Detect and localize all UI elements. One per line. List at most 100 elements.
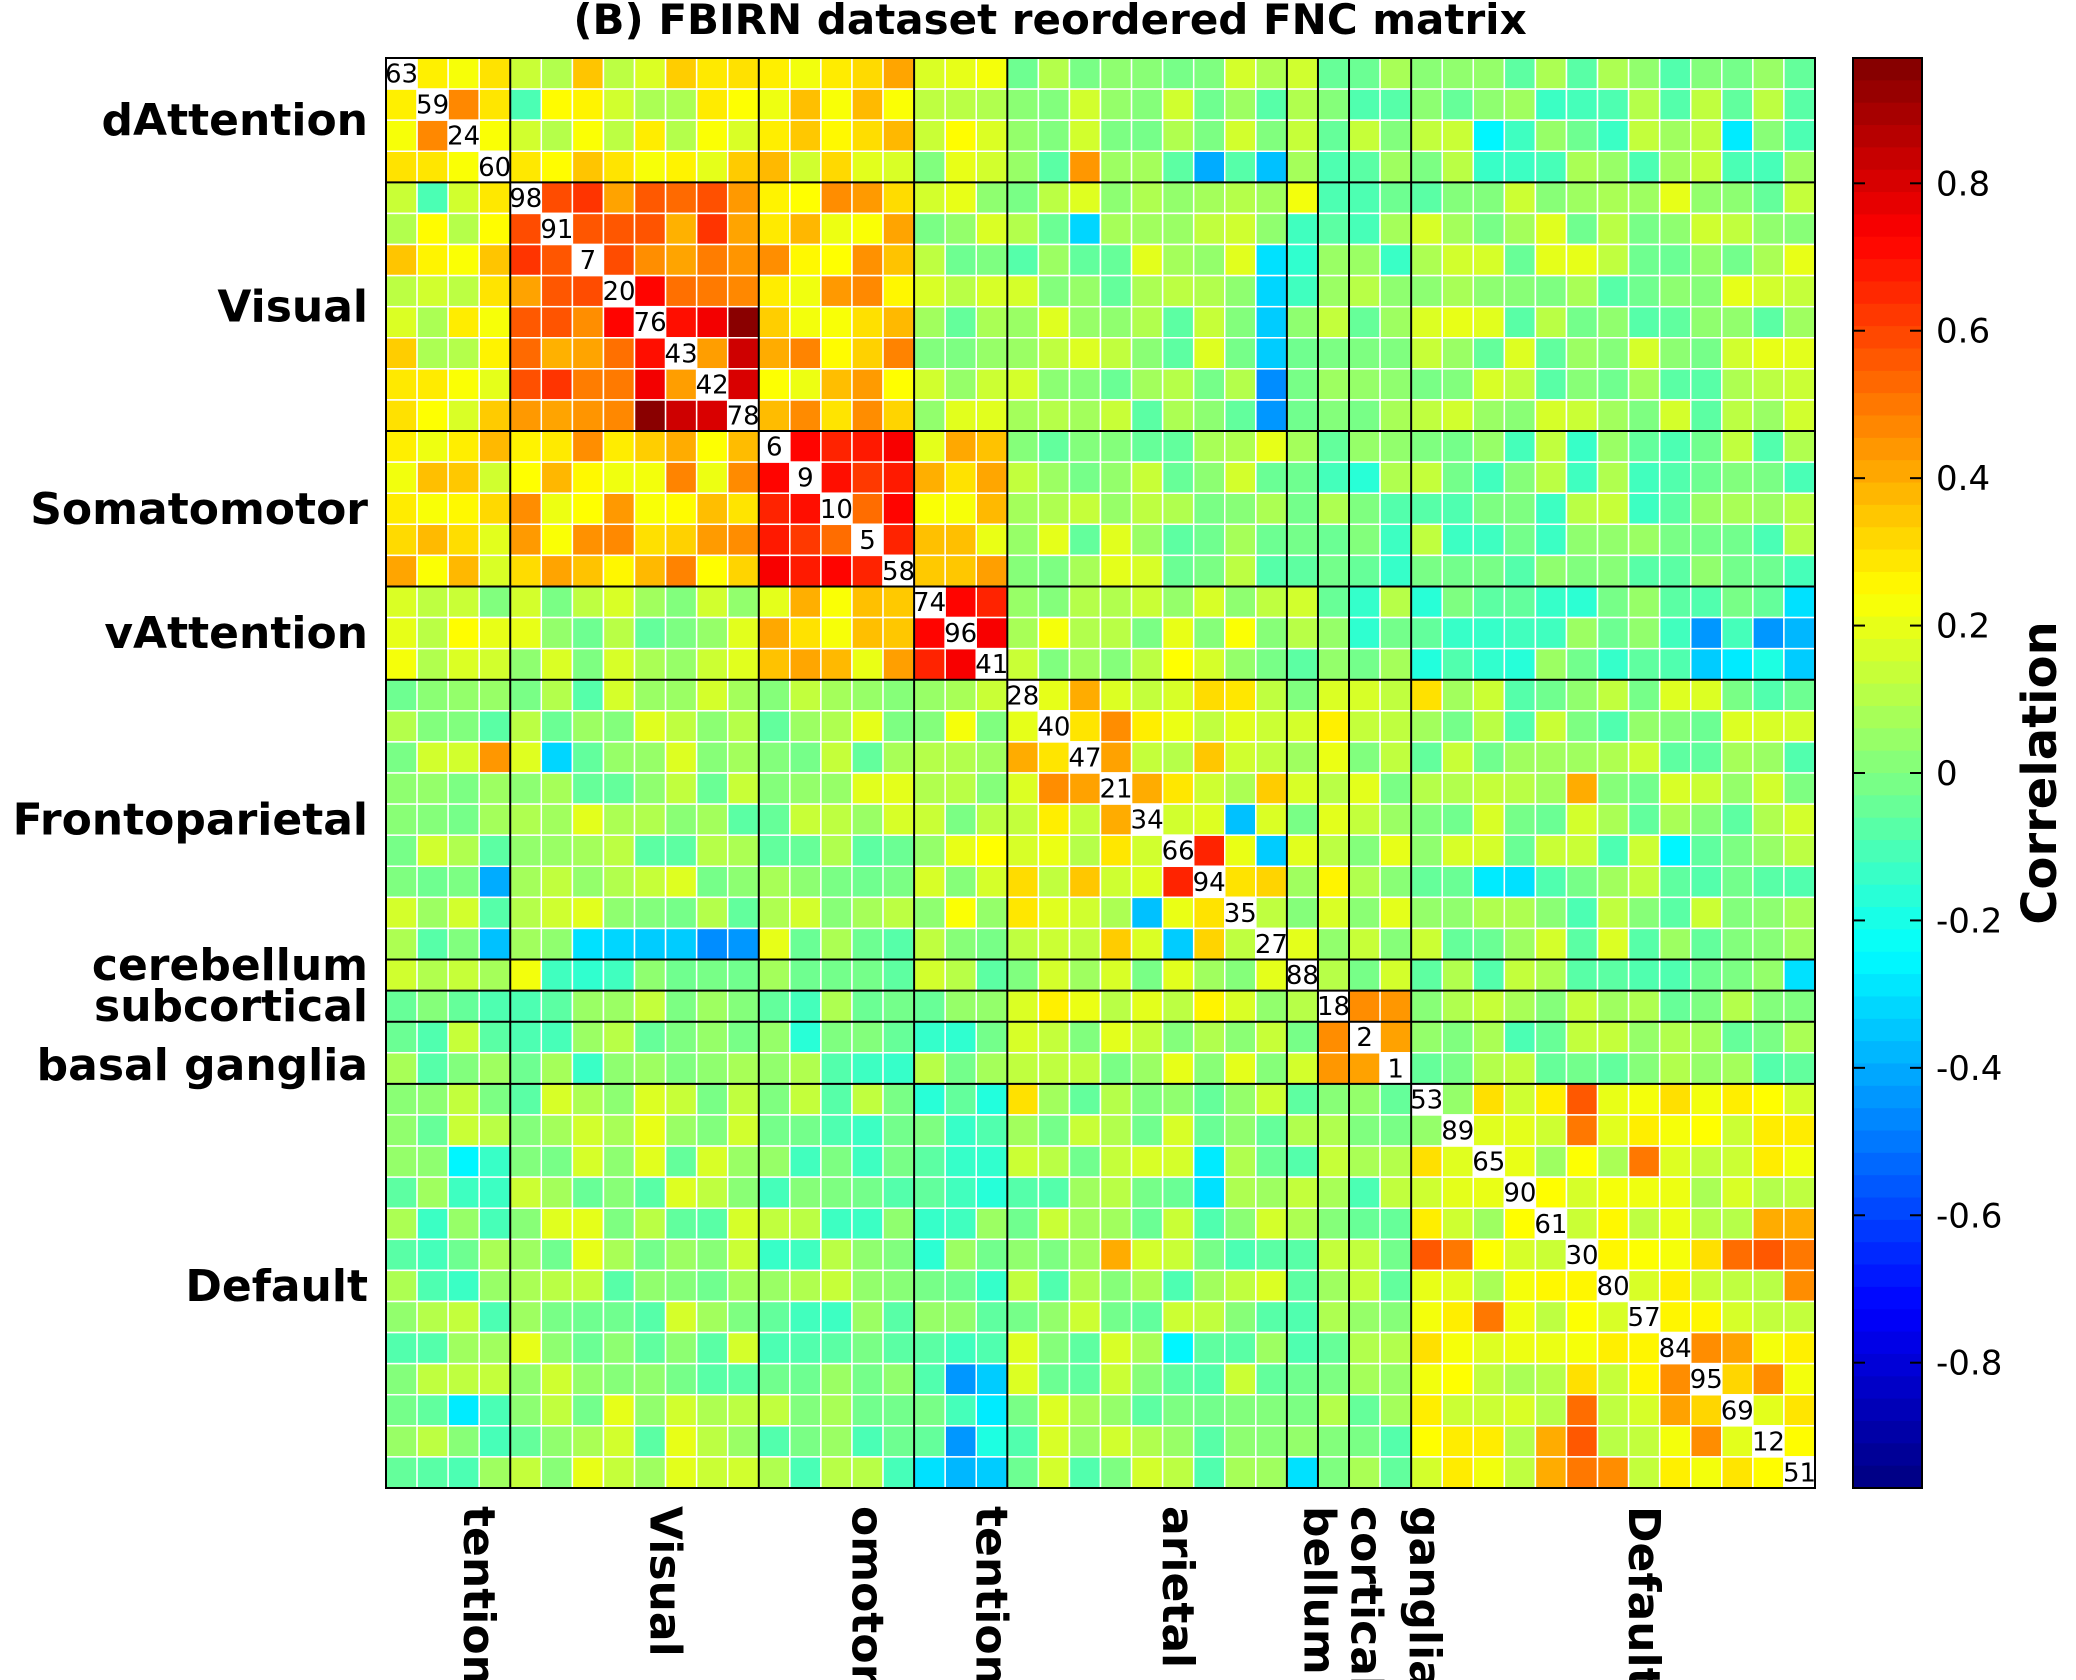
matrix-cell	[944, 88, 977, 121]
matrix-cell	[1565, 1052, 1599, 1085]
matrix-cell	[758, 1114, 791, 1147]
matrix-cell	[1379, 1114, 1412, 1147]
matrix-cell	[975, 678, 1009, 712]
matrix-cell	[1658, 1207, 1692, 1241]
matrix-cell	[1441, 1331, 1475, 1365]
matrix-cell	[1721, 1207, 1754, 1241]
matrix-cell	[633, 865, 667, 899]
matrix-cell	[1224, 1456, 1257, 1489]
matrix-cell	[789, 1020, 822, 1054]
matrix-cell	[726, 430, 760, 463]
colorbar-segment	[1853, 795, 1922, 819]
matrix-cell	[944, 865, 977, 899]
matrix-cell	[1472, 212, 1506, 246]
colorbar-segment	[1853, 728, 1922, 752]
matrix-cell	[1503, 1238, 1537, 1272]
matrix-cell	[1224, 958, 1257, 992]
colorbar-segment	[1853, 1286, 1922, 1310]
matrix-cell	[416, 803, 449, 836]
matrix-cell	[1503, 337, 1537, 370]
matrix-cell	[1006, 212, 1040, 246]
matrix-cell	[571, 741, 605, 774]
matrix-cell	[540, 181, 574, 215]
matrix-cell	[1534, 647, 1568, 681]
matrix-cell	[1410, 1020, 1443, 1054]
matrix-cell	[1099, 1207, 1133, 1241]
matrix-cell	[695, 1145, 729, 1178]
matrix-cell	[1037, 305, 1071, 339]
matrix-cell	[509, 1207, 543, 1241]
matrix-cell	[1379, 1176, 1412, 1209]
matrix-cell	[975, 305, 1009, 339]
colorbar-tick-label: 0.8	[1936, 164, 1990, 204]
matrix-cell	[1130, 1083, 1164, 1116]
colorbar-segment	[1853, 1331, 1922, 1355]
matrix-cell	[1348, 1176, 1381, 1209]
matrix-cell	[1037, 243, 1071, 277]
matrix-cell	[1099, 150, 1133, 184]
matrix-cell	[789, 896, 822, 930]
network-label-x: tention	[966, 1506, 1017, 1680]
matrix-cell	[540, 492, 574, 526]
matrix-cell	[1099, 1083, 1133, 1116]
matrix-cell	[1410, 834, 1443, 868]
matrix-cell	[1410, 274, 1443, 308]
matrix-cell	[1348, 1083, 1381, 1116]
matrix-cell	[1037, 1114, 1071, 1147]
matrix-cell	[695, 1052, 729, 1085]
matrix-cell	[851, 1207, 884, 1241]
matrix-cell	[1379, 1207, 1412, 1241]
matrix-cell	[1224, 1238, 1257, 1272]
matrix-cell	[758, 1331, 791, 1365]
matrix-cell	[758, 1456, 791, 1489]
matrix-cell	[1130, 989, 1164, 1023]
matrix-cell	[1224, 523, 1257, 557]
matrix-cell	[385, 305, 418, 339]
matrix-cell	[1752, 523, 1785, 557]
matrix-cell	[1037, 430, 1071, 463]
matrix-cell	[664, 430, 698, 463]
matrix-cell	[975, 461, 1009, 494]
matrix-cell	[944, 1425, 977, 1458]
matrix-cell	[1379, 741, 1412, 774]
matrix-cell	[1627, 710, 1661, 743]
matrix-cell	[633, 1331, 667, 1365]
matrix-cell	[509, 399, 543, 432]
matrix-cell	[416, 989, 449, 1023]
matrix-cell	[975, 647, 1009, 681]
matrix-cell	[1658, 274, 1692, 308]
matrix-cell	[1130, 1425, 1164, 1458]
matrix-cell	[695, 1238, 729, 1272]
matrix-cell	[1068, 337, 1102, 370]
matrix-cell	[1348, 430, 1381, 463]
component-id-label: 10	[820, 495, 853, 525]
matrix-cell	[1472, 523, 1506, 557]
matrix-cell	[1192, 647, 1226, 681]
matrix-cell	[975, 523, 1009, 557]
matrix-cell	[789, 430, 822, 463]
matrix-cell	[1255, 1362, 1288, 1396]
matrix-cell	[1565, 461, 1599, 494]
colorbar-segment	[1853, 750, 1922, 774]
matrix-cell	[1721, 1145, 1754, 1178]
matrix-cell	[664, 1176, 698, 1209]
matrix-cell	[509, 647, 543, 681]
matrix-cell	[944, 896, 977, 930]
matrix-cell	[1161, 585, 1195, 619]
matrix-cell	[1472, 430, 1506, 463]
matrix-cell	[571, 1083, 605, 1116]
matrix-cell	[1317, 1083, 1350, 1116]
matrix-cell	[540, 865, 574, 899]
matrix-cell	[1721, 399, 1754, 432]
matrix-cell	[478, 554, 512, 588]
matrix-cell	[602, 1238, 636, 1272]
matrix-cell	[1037, 554, 1071, 588]
matrix-cell	[1752, 212, 1785, 246]
matrix-cell	[1472, 1020, 1506, 1054]
matrix-cell	[882, 430, 915, 463]
matrix-cell	[1783, 119, 1816, 153]
matrix-cell	[509, 1052, 543, 1085]
matrix-cell	[509, 274, 543, 308]
network-label-x: arietal	[1152, 1506, 1203, 1668]
matrix-cell	[913, 523, 946, 557]
